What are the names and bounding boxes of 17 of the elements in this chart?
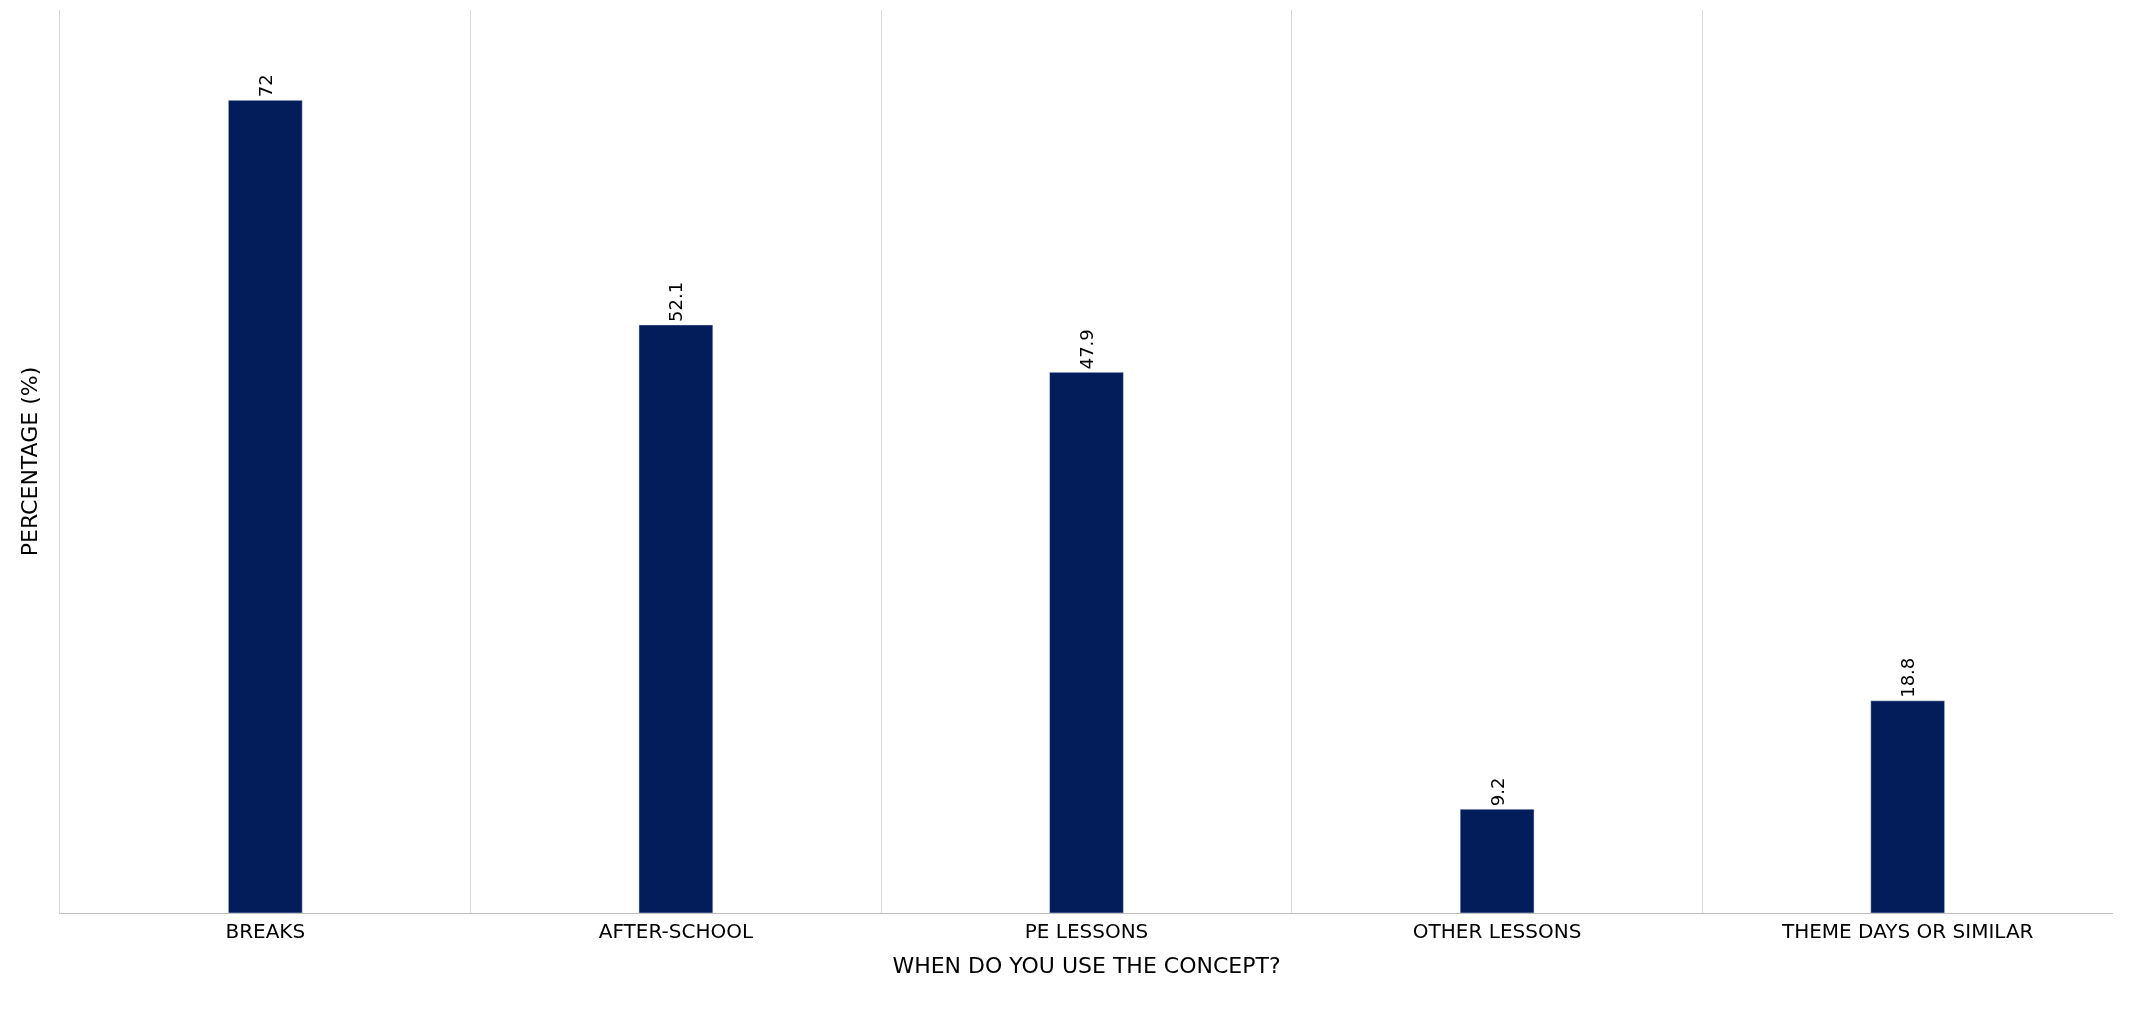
data-label: 18.8 — [1897, 657, 1919, 698]
y-axis-title: PERCENTAGE (%) — [16, 366, 42, 557]
x-tick-label: PE LESSONS — [1024, 919, 1149, 943]
data-label: 52.1 — [665, 281, 687, 322]
x-axis-title: WHEN DO YOU USE THE CONCEPT? — [892, 952, 1281, 978]
data-label: 72 — [254, 74, 276, 98]
bar — [1049, 372, 1124, 913]
data-label: 9.2 — [1486, 777, 1508, 807]
x-tick-label: AFTER-SCHOOL — [598, 919, 754, 943]
bar — [638, 324, 714, 913]
x-tick-label: THEME DAYS OR SIMILAR — [1780, 919, 2034, 943]
bar — [1459, 808, 1535, 913]
data-label: 47.9 — [1076, 329, 1097, 370]
x-tick-label: BREAKS — [225, 919, 306, 943]
x-tick-label: OTHER LESSONS — [1412, 919, 1582, 943]
bar — [1870, 700, 1945, 913]
bar — [228, 100, 303, 913]
